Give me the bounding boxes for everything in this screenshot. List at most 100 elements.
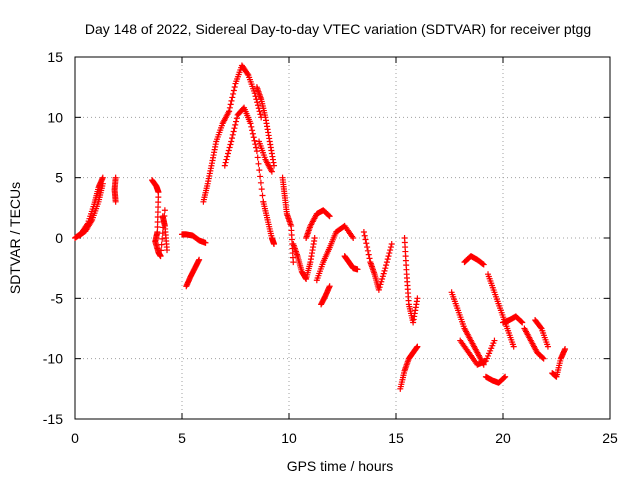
data-point-interp (254, 99, 261, 106)
data-point-interp (229, 94, 236, 101)
series-arc-01 (72, 174, 106, 241)
data-point-interp (251, 137, 258, 144)
data-point (354, 266, 361, 273)
data-point-interp (231, 84, 238, 91)
data-point (480, 261, 487, 268)
data-point-interp (254, 154, 261, 161)
data-point (202, 239, 209, 246)
data-point-interp (158, 241, 165, 248)
data-point-interp (258, 186, 265, 193)
x-axis-title: GPS time / hours (287, 458, 394, 474)
data-point (502, 373, 509, 380)
data-point-interp (224, 153, 231, 160)
data-point-interp (539, 354, 546, 361)
data-point-interp (233, 115, 240, 122)
data-point-interp (257, 173, 264, 180)
series-arc-09 (226, 62, 265, 121)
data-point-interp (158, 247, 165, 254)
y-axis-title: SDTVAR / TECUs (7, 182, 23, 294)
data-point-interp (364, 244, 371, 251)
data-point-interp (362, 236, 369, 243)
data-point-interp (231, 125, 238, 132)
data-point (375, 286, 382, 293)
data-point-interp (257, 111, 264, 118)
data-point (382, 265, 389, 272)
data-point (326, 283, 333, 290)
data-point-interp (222, 159, 229, 166)
series-arc-12 (253, 84, 278, 169)
chart-title: Day 148 of 2022, Sidereal Day-to-day VTE… (85, 21, 591, 37)
data-point-interp (479, 260, 486, 267)
data-point-interp (383, 259, 390, 266)
data-point-interp (253, 144, 260, 151)
y-tick-label: -5 (51, 290, 64, 306)
data-point-interp (381, 267, 388, 274)
data-point-interp (379, 273, 386, 280)
y-tick-label: -10 (43, 351, 63, 367)
x-tick-label: 0 (71, 430, 79, 446)
data-point-interp (537, 324, 544, 331)
series-arc-18 (318, 283, 333, 308)
data-point-interp (249, 127, 256, 134)
data-point-interp (248, 123, 255, 130)
data-point (510, 343, 517, 350)
data-point (247, 120, 254, 127)
data-point (164, 247, 171, 254)
data-point-interp (379, 276, 386, 283)
data-point-interp (229, 131, 236, 138)
series-arc-05 (159, 213, 171, 254)
y-tick-label: 0 (55, 230, 63, 246)
data-point-interp (380, 270, 387, 277)
data-point-interp (254, 102, 261, 109)
data-point (228, 138, 235, 145)
data-point-interp (501, 374, 508, 381)
data-point (350, 235, 357, 241)
data-point-interp (226, 104, 233, 111)
x-tick-label: 25 (602, 430, 618, 446)
data-point-interp (223, 156, 230, 163)
data-point-interp (384, 256, 391, 263)
series-arc-02 (76, 180, 106, 239)
series-arc-23 (448, 289, 487, 368)
data-point (562, 346, 569, 353)
y-tick-label: 15 (47, 49, 63, 65)
data-point-interp (378, 278, 385, 285)
data-point-interp (387, 244, 394, 251)
series-arc-07 (179, 231, 209, 246)
series-arc-31 (549, 346, 569, 380)
series-arc-25 (457, 337, 498, 368)
series-arc-20 (360, 228, 395, 293)
series-arc-22 (401, 235, 421, 326)
series-arc-27 (482, 373, 509, 386)
series-arc-11 (260, 198, 278, 248)
data-point-interp (226, 144, 233, 151)
data-point-interp (230, 128, 237, 135)
data-point-interp (256, 108, 263, 115)
series-arc-08 (200, 108, 233, 205)
data-point (112, 198, 119, 205)
data-point-interp (257, 179, 264, 186)
x-tick-label: 20 (495, 430, 511, 446)
series-arc-16 (303, 207, 333, 241)
series-arc-26 (485, 271, 517, 350)
data-point-interp (255, 160, 262, 167)
series-arc-15 (290, 235, 318, 283)
data-point (99, 174, 106, 181)
data-point-interp (363, 240, 370, 247)
data-point (271, 162, 278, 169)
data-point-interp (250, 134, 257, 141)
data-point-interp (361, 232, 368, 239)
series-arc-10 (221, 104, 267, 205)
x-tick-label: 10 (281, 430, 297, 446)
data-point-interp (385, 253, 392, 260)
ticks-layer: 0 5 10 15 20 25 -15 -10 -5 0 5 10 15 (43, 49, 618, 446)
data-point (253, 148, 260, 155)
series-arc-13 (256, 138, 275, 175)
data-point-interp (249, 130, 256, 137)
data-point-interp (232, 121, 239, 128)
data-point (519, 319, 526, 326)
data-point-interp (376, 284, 383, 291)
y-tick-label: -15 (43, 411, 63, 427)
data-point (226, 108, 233, 115)
